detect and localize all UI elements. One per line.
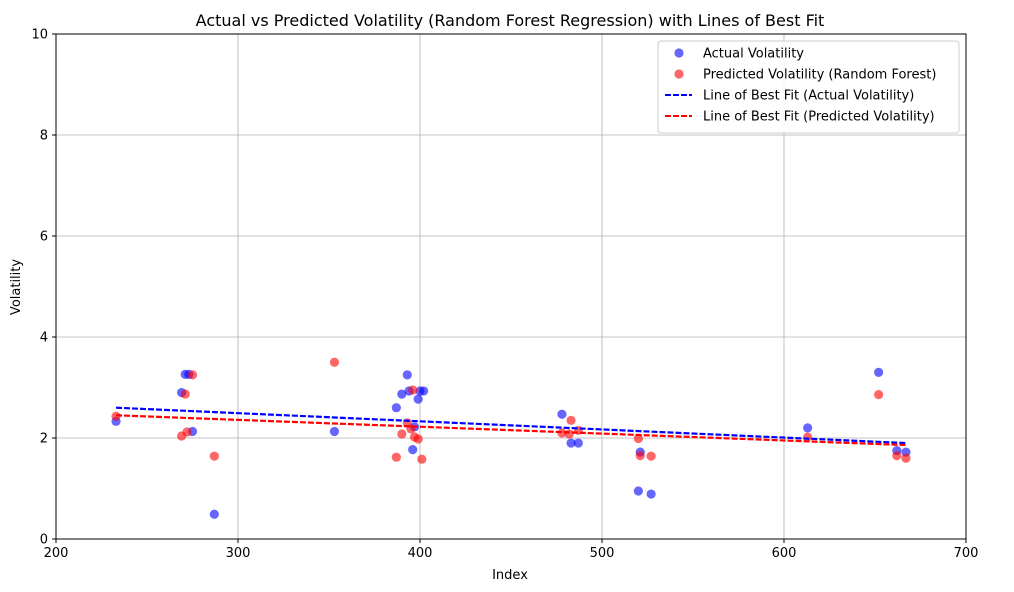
plot-area: 200 300 400 500 600 700 0 2 4 6 8 10	[31, 28, 978, 562]
series-1-point	[329, 357, 340, 367]
x-tick-label: 400	[408, 546, 433, 561]
legend-label-0: Actual Volatility	[703, 47, 804, 62]
x-tick-label: 200	[44, 546, 69, 561]
x-axis-label: Index	[492, 568, 528, 583]
series-1-point	[566, 415, 576, 425]
series-1-point	[901, 453, 911, 463]
series-0-point	[874, 367, 884, 377]
series-1-point	[892, 451, 902, 461]
legend-marker-1	[674, 69, 684, 79]
series-1-point	[557, 428, 567, 438]
series-1-point	[564, 429, 574, 439]
series-1-point	[182, 427, 192, 437]
series-1-point	[408, 385, 418, 395]
series-3-line	[116, 414, 906, 447]
series-0-point	[209, 509, 219, 519]
series-0-point	[391, 403, 401, 413]
series-2-line	[116, 406, 906, 445]
legend-box	[657, 40, 960, 134]
y-tick-label: 6	[40, 230, 48, 245]
series-0-point	[413, 394, 423, 404]
series-1-point	[635, 451, 645, 461]
y-tick-label: 4	[40, 331, 48, 346]
legend-label-2: Line of Best Fit (Actual Volatility)	[703, 89, 914, 104]
series-1-point	[417, 454, 427, 464]
series-0-point	[397, 389, 407, 399]
series-1-point	[397, 429, 407, 439]
chart-title: Actual vs Predicted Volatility (Random F…	[196, 11, 825, 30]
series-0-point	[419, 386, 429, 396]
legend: Actual Volatility Predicted Volatility (R…	[657, 40, 960, 134]
series-1-point	[646, 451, 656, 461]
x-tick-label: 300	[226, 546, 251, 561]
series-0-point	[633, 486, 644, 496]
series-0-point	[402, 370, 412, 380]
legend-marker-0	[674, 48, 684, 58]
y-tick-label: 0	[40, 533, 48, 548]
series-1-point	[874, 389, 884, 400]
series-0-point	[557, 409, 567, 419]
series-0-point	[329, 426, 340, 437]
series-1-point	[187, 370, 198, 380]
series-0-point	[646, 489, 656, 499]
series-0-point	[573, 438, 583, 448]
axes-frame	[55, 33, 967, 540]
legend-label-3: Line of Best Fit (Predicted Volatility)	[703, 110, 935, 125]
series-1-point	[209, 451, 219, 461]
y-tick-label: 2	[40, 432, 48, 447]
series-1-point	[391, 452, 401, 462]
x-tick-label: 700	[954, 546, 979, 561]
x-tick-label: 500	[590, 546, 615, 561]
y-tick-label: 10	[31, 28, 48, 43]
series-1-point	[180, 389, 190, 399]
series-1-point	[413, 434, 423, 444]
series-0-point	[566, 438, 576, 448]
x-tick-label: 600	[772, 546, 797, 561]
y-axis-label: Volatility	[9, 259, 24, 315]
y-tick-label: 8	[40, 129, 48, 144]
series-1-point	[633, 433, 644, 444]
legend-label-1: Predicted Volatility (Random Forest)	[703, 68, 936, 83]
series-0-point	[803, 423, 813, 433]
series-0-point	[408, 445, 418, 455]
